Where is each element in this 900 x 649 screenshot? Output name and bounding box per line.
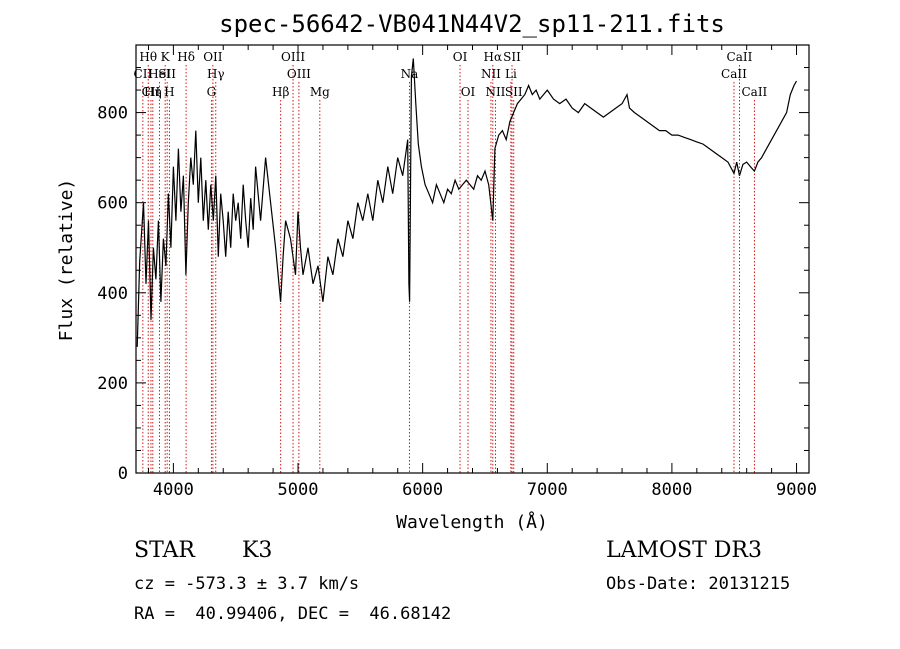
x-tick-label: 6000: [402, 480, 443, 500]
line-marker-label: Li: [505, 67, 517, 81]
spectrum-line: [136, 58, 798, 347]
object-class: STAR: [134, 538, 195, 563]
redshift-text: cz = -573.3 ± 3.7 km/s: [134, 574, 360, 594]
object-subclass: K3: [242, 538, 273, 563]
line-marker-label: SII: [503, 50, 521, 64]
y-tick-label: 0: [118, 464, 128, 484]
line-marker-label: CaII: [741, 85, 767, 99]
line-marker-label: Hγ: [207, 67, 225, 81]
chart-title: spec-56642-VB041N44V2_sp11-211.fits: [219, 10, 725, 38]
spectrum-series: [136, 58, 798, 347]
line-marker-label: K: [161, 50, 171, 64]
line-marker-label: CII: [142, 85, 161, 99]
line-marker-label: SII: [158, 67, 176, 81]
obs-date-text: Obs-Date: 20131215: [606, 574, 791, 594]
line-marker-label: OII: [203, 50, 223, 64]
line-marker-label: H: [164, 85, 174, 99]
y-tick-label: 200: [97, 374, 128, 394]
line-marker-label: OI: [453, 50, 468, 64]
x-tick-label: 5000: [278, 480, 319, 500]
line-marker-label: SII: [505, 85, 523, 99]
line-marker-label: CaII: [721, 67, 747, 81]
plot-frame: [135, 44, 810, 474]
line-marker-label: Hη: [144, 85, 162, 99]
line-marker-label: CII: [134, 67, 153, 81]
line-marker-label: OIII: [281, 50, 305, 64]
line-marker-label: OI: [461, 85, 476, 99]
line-marker-label: NII: [485, 85, 505, 99]
y-axis-label: Flux (relative): [56, 179, 77, 342]
survey-label: LAMOST DR3: [606, 538, 762, 563]
x-tick-label: 9000: [776, 480, 817, 500]
axis-ticks: 4000 5000 6000 7000 8000 9000 0 200 400 600 800: [97, 45, 817, 500]
x-axis-label: Wavelength (Å): [396, 511, 548, 533]
line-marker-label: Mg: [310, 85, 330, 99]
x-tick-label: 7000: [527, 480, 568, 500]
x-tick-label: 4000: [153, 480, 194, 500]
line-marker-label: Hθ: [139, 50, 157, 64]
y-tick-label: 600: [97, 194, 128, 214]
line-marker-label: Na: [401, 67, 419, 81]
line-marker-label: Hδ: [177, 50, 195, 64]
line-marker-label: HeI: [148, 67, 171, 81]
line-marker-label: CaII: [727, 50, 753, 64]
y-tick-label: 800: [97, 104, 128, 124]
line-marker-label: Hα: [484, 50, 503, 64]
line-marker-label: OIII: [287, 67, 311, 81]
x-tick-label: 8000: [651, 480, 692, 500]
line-marker-label: NII: [481, 67, 501, 81]
y-tick-label: 400: [97, 284, 128, 304]
line-marker-label: G: [207, 85, 217, 99]
coordinates-text: RA = 40.99406, DEC = 46.68142: [134, 604, 452, 624]
line-marker-label: Hβ: [272, 85, 289, 99]
